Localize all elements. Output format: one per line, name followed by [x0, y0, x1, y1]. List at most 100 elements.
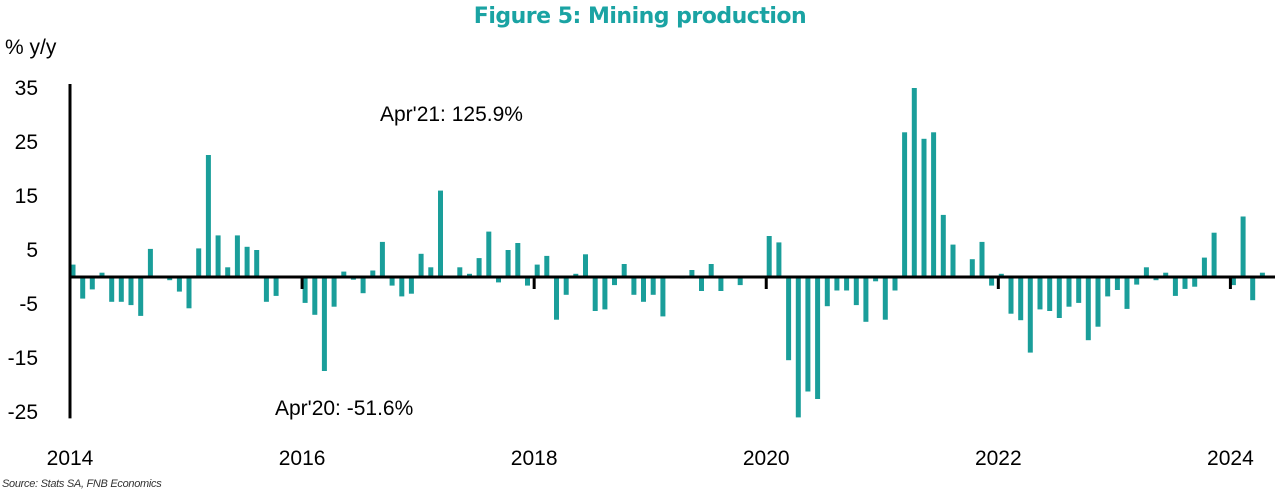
bar — [89, 277, 95, 290]
bar — [998, 273, 1004, 277]
bar — [863, 277, 869, 322]
bar — [360, 277, 366, 294]
bar — [312, 277, 318, 315]
bar — [1076, 277, 1082, 303]
bar — [457, 267, 463, 277]
bar — [612, 277, 617, 286]
bar — [940, 214, 946, 277]
bar — [109, 277, 115, 302]
bar — [902, 132, 908, 277]
y-tick-label: -5 — [19, 293, 38, 316]
bar — [273, 277, 279, 296]
source-note: Source: Stats SA, FNB Economics — [2, 478, 162, 490]
bar — [786, 277, 792, 361]
bar — [1230, 277, 1236, 286]
bar — [1192, 277, 1198, 287]
bar — [1047, 277, 1053, 311]
bar — [660, 277, 666, 317]
x-tick-label: 2022 — [975, 447, 1022, 470]
y-axis-label: % y/y — [5, 36, 57, 59]
bar — [1201, 257, 1207, 277]
annotation-label: Apr'20: -51.6% — [275, 397, 413, 420]
bar — [718, 277, 724, 291]
bar — [737, 277, 743, 286]
bar — [1008, 277, 1014, 314]
bar — [476, 258, 482, 277]
bar — [583, 254, 588, 277]
bar — [554, 277, 559, 320]
bar — [496, 277, 501, 283]
bar — [873, 277, 879, 282]
x-ticks-group: 2014 2016 2018 2020 2022 2024 — [47, 277, 1254, 470]
bar — [399, 277, 405, 297]
x-tick-label: 2016 — [279, 447, 326, 470]
bar — [766, 236, 772, 277]
bar — [1163, 272, 1169, 277]
bar — [147, 248, 153, 277]
x-tick-label: 2024 — [1207, 447, 1254, 470]
y-tick-label: 5 — [26, 239, 38, 262]
bar — [1124, 277, 1130, 309]
x-tick-label: 2018 — [511, 447, 558, 470]
y-tick-label: -15 — [8, 347, 38, 370]
bar — [1153, 277, 1159, 281]
bar — [234, 235, 240, 277]
bar — [389, 277, 395, 286]
chart-title: Figure 5: Mining production — [473, 4, 807, 29]
bar — [573, 273, 579, 277]
bar — [824, 277, 830, 307]
bar — [438, 190, 443, 277]
bar — [650, 277, 656, 295]
bar — [882, 277, 888, 320]
bar — [689, 270, 695, 277]
bar — [331, 277, 337, 307]
bar — [138, 277, 144, 316]
bar — [1085, 277, 1091, 341]
y-tick-label: 35 — [15, 77, 38, 100]
bar — [989, 277, 995, 286]
bar — [911, 88, 917, 277]
bar — [302, 277, 308, 303]
bar — [467, 273, 472, 277]
bar — [776, 242, 782, 277]
y-ticks-group: 35 25 15 5 -5 -15 -25 — [8, 77, 38, 424]
bar — [544, 255, 550, 277]
bar — [699, 277, 704, 291]
bar — [969, 259, 975, 277]
bar — [1240, 216, 1246, 277]
bar — [70, 264, 76, 277]
bar — [834, 277, 840, 291]
bar — [1095, 277, 1101, 327]
bars-group — [70, 88, 1265, 418]
bar — [99, 272, 105, 277]
bar — [1018, 277, 1024, 321]
bar — [795, 277, 801, 418]
bar — [1182, 277, 1188, 289]
bar — [1105, 277, 1111, 297]
bar — [370, 270, 376, 277]
bar — [408, 277, 414, 294]
bar — [225, 267, 231, 277]
bar — [525, 277, 530, 286]
bar — [1027, 277, 1033, 353]
bar — [708, 264, 714, 277]
annotation-label: Apr'21: 125.9% — [380, 103, 523, 126]
bar — [428, 267, 434, 277]
bar — [176, 277, 182, 292]
bar — [950, 244, 956, 277]
bar — [186, 277, 192, 309]
bar — [205, 155, 211, 277]
bar — [379, 241, 385, 277]
bar — [167, 277, 173, 281]
bar — [1066, 277, 1072, 307]
bar — [196, 248, 202, 277]
bar — [505, 250, 511, 277]
bar — [592, 277, 598, 311]
bar — [621, 264, 627, 277]
bar — [1056, 277, 1062, 318]
bar — [931, 132, 937, 277]
bar — [921, 138, 927, 277]
bar — [1114, 277, 1120, 290]
bar — [418, 253, 424, 277]
